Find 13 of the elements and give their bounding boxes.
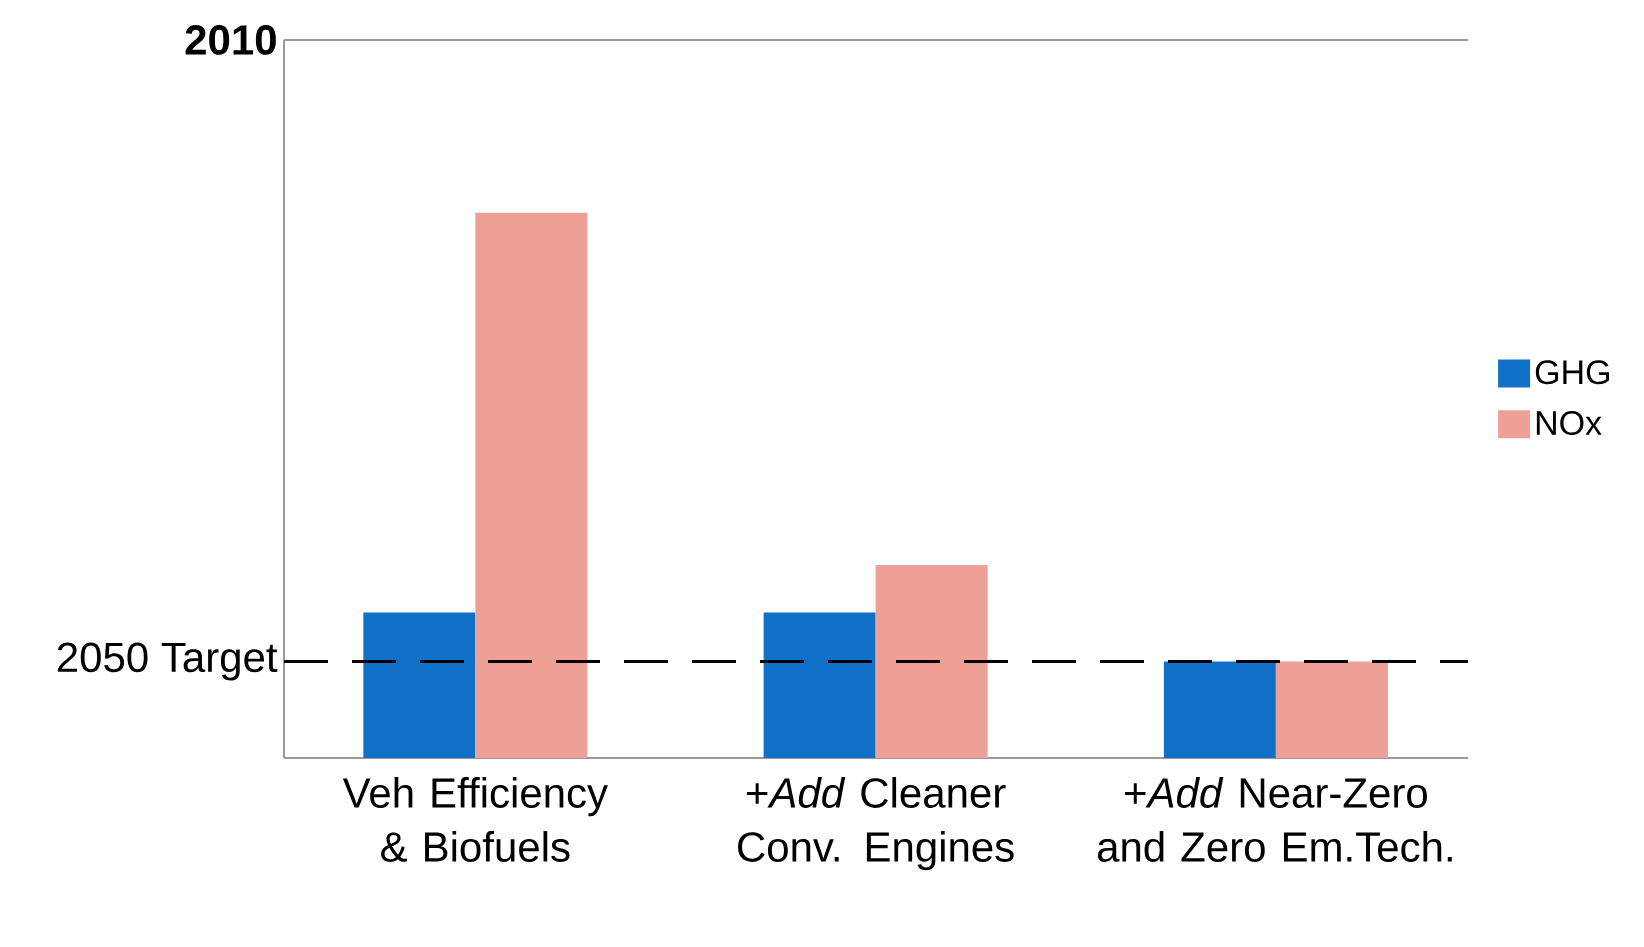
bar	[1163, 661, 1276, 758]
x-tick-label: +Add Near-Zero and Zero Em.Tech.	[1097, 777, 1452, 862]
legend-label: NOx	[1536, 410, 1602, 436]
x-tick-label: +Add Cleaner Conv. Engines	[738, 777, 1014, 871]
text: 2010	[185, 25, 276, 55]
bar	[363, 612, 476, 758]
bar	[1275, 661, 1388, 758]
x-tick-label: Veh Efficiency & Biofuels	[342, 777, 608, 862]
bar	[475, 212, 588, 758]
bar	[875, 564, 988, 758]
legend-label: GHG	[1535, 360, 1609, 385]
ref-line-label: 2050 Target	[57, 642, 278, 681]
bar	[763, 612, 876, 758]
